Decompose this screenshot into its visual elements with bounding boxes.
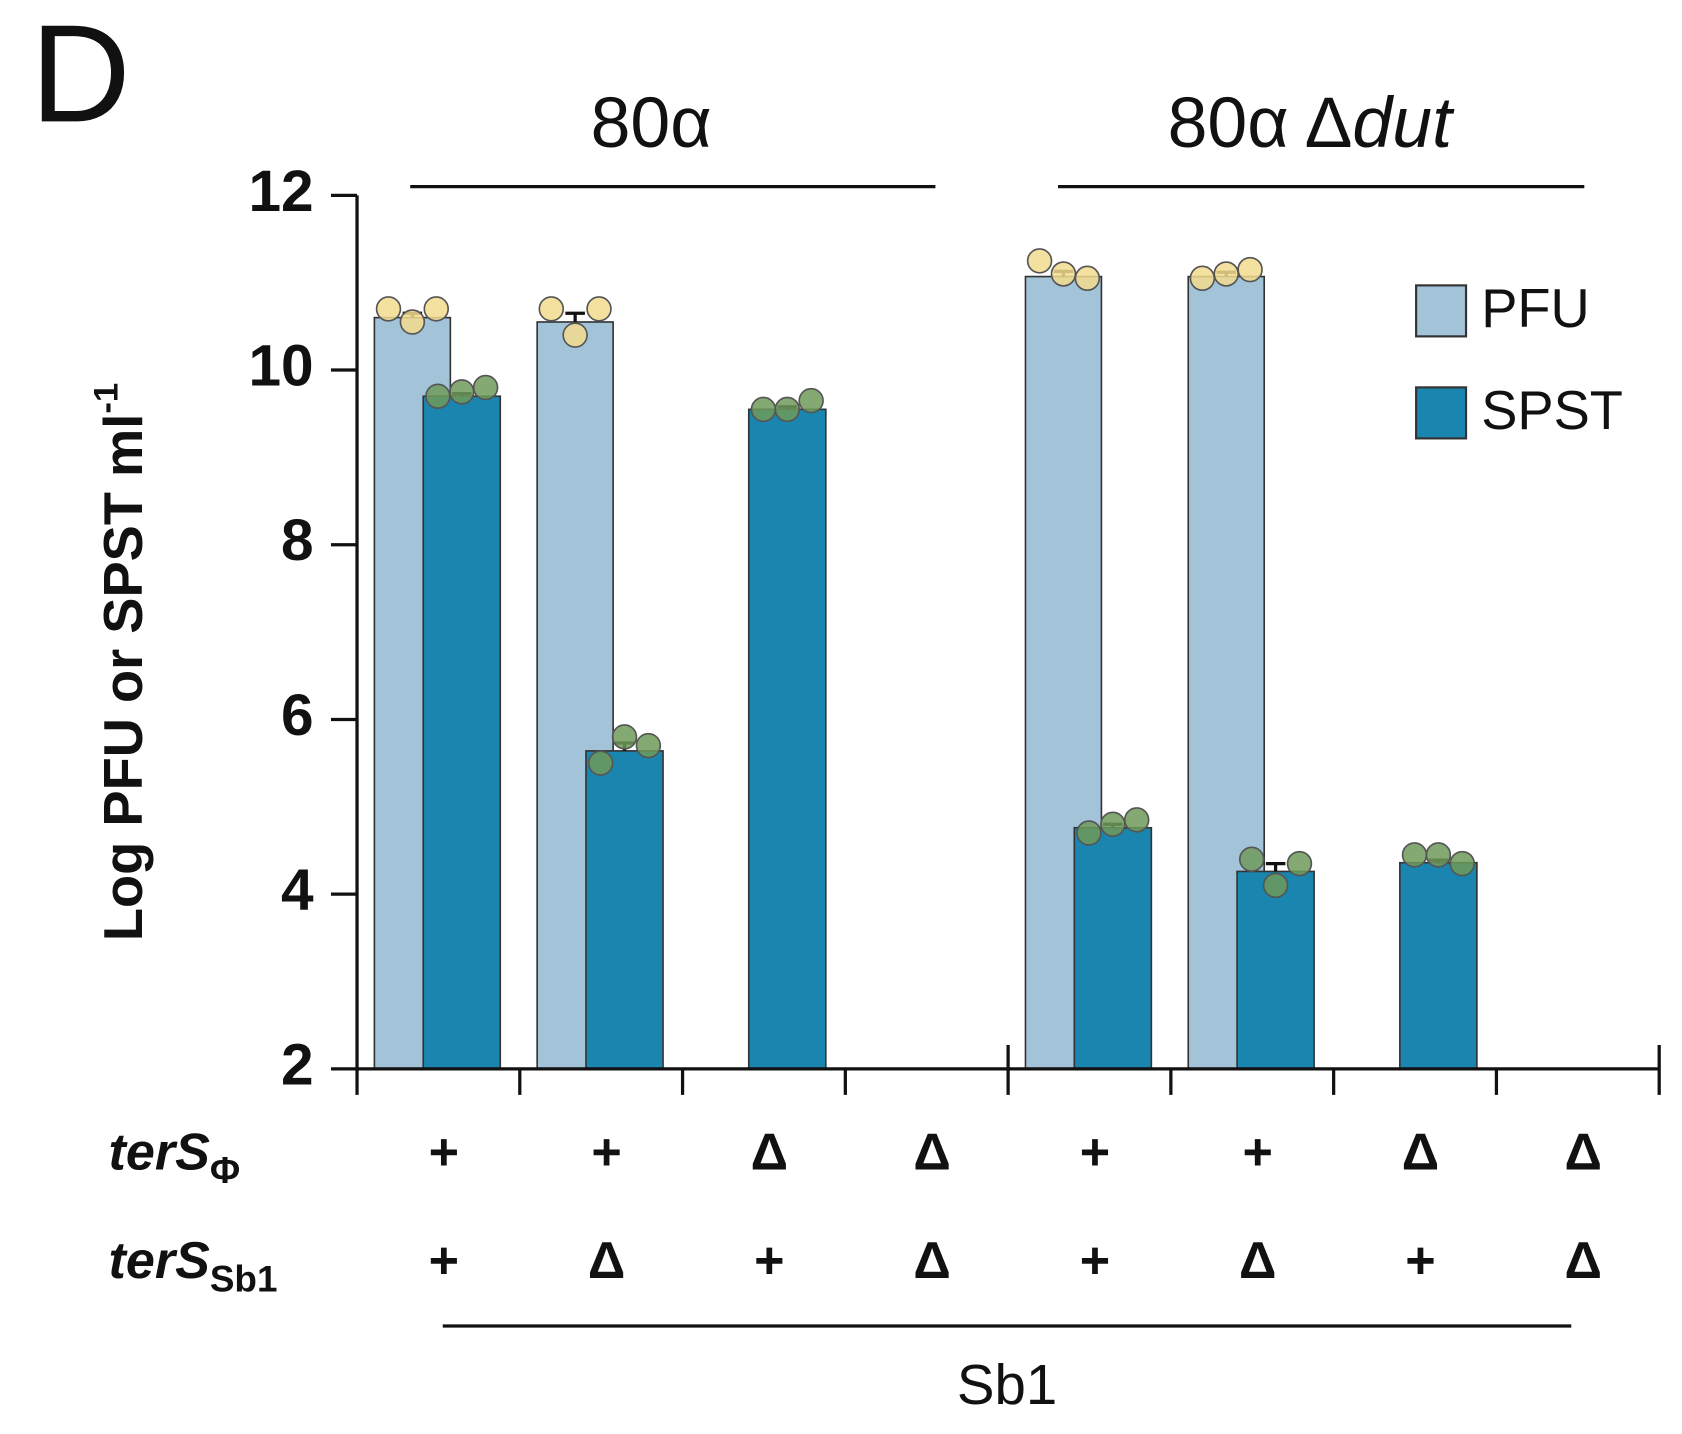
y-label-text: Log PFU or SPST ml xyxy=(94,414,154,941)
replicate-point xyxy=(1449,850,1475,877)
replicate-point xyxy=(798,387,824,414)
row-symbol: Δ xyxy=(1239,1232,1276,1290)
row-label-sub: Sb1 xyxy=(210,1258,278,1299)
bar xyxy=(585,750,664,1070)
bar xyxy=(1399,861,1478,1070)
row-symbol: Δ xyxy=(588,1232,625,1290)
legend-swatch xyxy=(1415,386,1468,440)
row-label: terSΦ xyxy=(109,1123,241,1190)
bar xyxy=(747,408,827,1070)
replicate-point xyxy=(587,750,614,776)
replicate-point xyxy=(1050,261,1077,287)
row-symbol: Δ xyxy=(1565,1123,1602,1181)
y-tick-label: 10 xyxy=(248,334,313,399)
replicate-point xyxy=(1076,820,1102,846)
row-symbol: Δ xyxy=(1402,1123,1439,1181)
group-label-italic: dut xyxy=(1352,83,1455,163)
replicate-point xyxy=(1213,261,1239,287)
replicate-point xyxy=(1237,256,1263,283)
replicate-point xyxy=(1100,811,1126,838)
replicate-point xyxy=(425,383,451,409)
y-label-sup: -1 xyxy=(88,383,126,414)
row-symbol: + xyxy=(1080,1123,1110,1181)
replicate-point xyxy=(635,732,662,759)
row-symbol: Δ xyxy=(913,1123,950,1181)
y-tick-label: 8 xyxy=(281,508,314,573)
row-symbol: + xyxy=(429,1123,459,1181)
row-symbol: + xyxy=(1080,1232,1110,1290)
group-label-part: 80α Δ xyxy=(1168,83,1353,163)
row-label-main: terS xyxy=(109,1232,211,1290)
replicate-point xyxy=(1123,807,1150,833)
legend-swatch xyxy=(1415,284,1468,338)
bar xyxy=(422,395,502,1070)
bar xyxy=(536,321,614,1070)
replicate-point xyxy=(375,296,402,322)
replicate-point xyxy=(562,322,588,348)
row-symbol: + xyxy=(429,1232,459,1290)
y-tick-label: 12 xyxy=(248,159,313,224)
row-label: terSSb1 xyxy=(109,1232,278,1299)
bottom-label: Sb1 xyxy=(957,1353,1057,1416)
replicate-point xyxy=(1286,850,1313,877)
replicate-point xyxy=(1401,842,1428,868)
row-symbol: Δ xyxy=(751,1123,788,1181)
replicate-point xyxy=(750,396,777,423)
legend-label: PFU xyxy=(1481,279,1589,339)
group-label: 80α Δdut xyxy=(1168,83,1455,163)
row-label-main: terS xyxy=(109,1123,211,1181)
legend-label: SPST xyxy=(1481,381,1623,441)
y-tick-label: 2 xyxy=(281,1032,314,1097)
row-symbol: + xyxy=(1405,1232,1435,1290)
replicate-point xyxy=(1026,248,1053,274)
y-tick-label: 4 xyxy=(281,858,314,923)
group-label: 80α xyxy=(591,83,712,163)
row-symbol: + xyxy=(591,1123,621,1181)
replicate-point xyxy=(399,309,426,335)
row-symbol: Δ xyxy=(1565,1232,1602,1290)
panel-label: D xyxy=(30,0,130,151)
bar xyxy=(1236,870,1315,1070)
bar xyxy=(1073,826,1153,1070)
replicate-point xyxy=(1425,842,1452,868)
replicate-point xyxy=(538,296,565,322)
replicate-point xyxy=(586,296,612,322)
replicate-point xyxy=(448,379,475,405)
replicate-point xyxy=(1189,265,1216,292)
replicate-point xyxy=(774,396,801,423)
row-symbol: Δ xyxy=(913,1232,950,1290)
replicate-point xyxy=(472,374,499,401)
row-label-sub: Φ xyxy=(210,1150,240,1191)
row-symbol: + xyxy=(1242,1123,1272,1181)
replicate-point xyxy=(1074,265,1101,292)
replicate-point xyxy=(1238,846,1265,872)
replicate-point xyxy=(423,296,449,322)
replicate-point xyxy=(1262,872,1289,899)
y-axis-label: Log PFU or SPST ml-1 xyxy=(88,383,155,941)
replicate-point xyxy=(611,724,638,750)
y-tick-label: 6 xyxy=(281,683,314,748)
row-symbol: + xyxy=(754,1232,784,1290)
